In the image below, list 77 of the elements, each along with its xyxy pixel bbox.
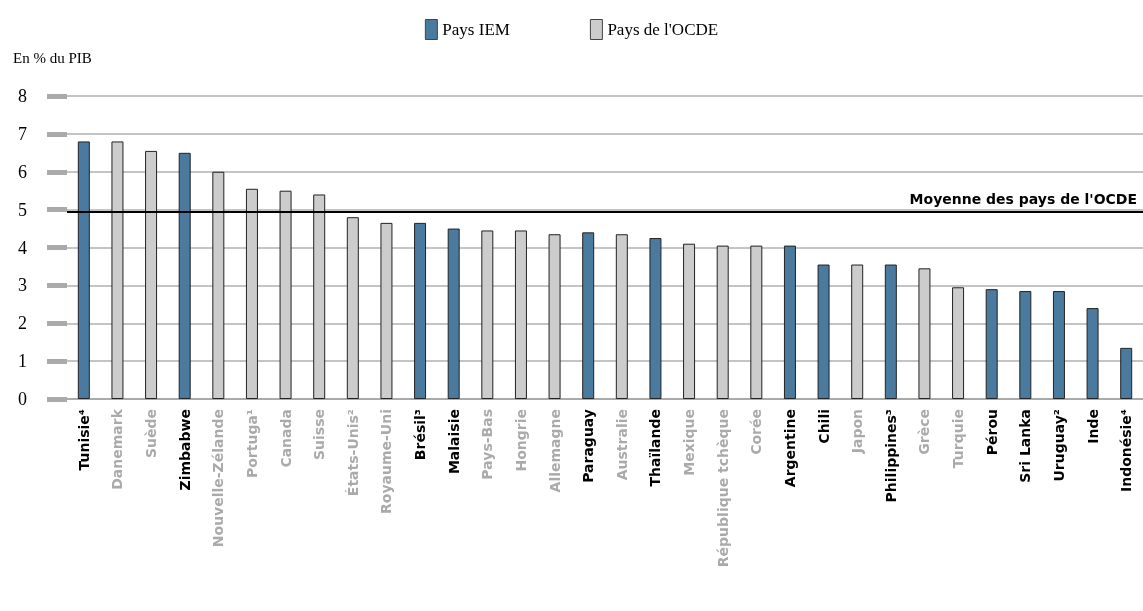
bar	[346, 217, 359, 399]
bar	[481, 230, 494, 399]
x-tick-label: Brésil³	[412, 409, 429, 461]
bar	[582, 232, 595, 399]
bar	[649, 238, 662, 399]
x-tick-label: Indonésie⁴	[1118, 409, 1135, 493]
bar	[783, 245, 796, 399]
bar	[548, 234, 561, 399]
bar	[447, 228, 460, 399]
bar	[683, 243, 696, 399]
x-tick-label: Portuga¹	[243, 409, 260, 479]
bar	[750, 245, 763, 399]
x-tick-label: Tunisie⁴	[75, 409, 92, 471]
y-tick-label: 3	[18, 275, 27, 296]
x-tick-label: Pérou	[983, 409, 1000, 456]
bar	[817, 264, 830, 399]
x-tick-label: Danemark	[109, 408, 126, 490]
y-tick-label: 0	[18, 389, 27, 409]
bar	[1052, 291, 1065, 399]
bar	[1019, 291, 1032, 399]
bar	[279, 190, 292, 399]
x-tick-label: Malaisie	[445, 409, 462, 475]
x-tick-label: Inde	[1084, 409, 1101, 444]
y-axis-title: En % du PIB	[13, 49, 92, 66]
bar	[178, 152, 191, 399]
y-tick-label: 7	[18, 123, 27, 144]
bar	[414, 222, 427, 399]
bar	[380, 222, 393, 399]
x-tick-label: Corée	[748, 409, 765, 455]
x-tick-label: Australie	[613, 409, 630, 481]
y-tick-label: 2	[18, 313, 27, 334]
ref-line-label: Moyenne des pays de l'OCDE	[909, 190, 1137, 207]
x-tick-label: Suède	[143, 409, 160, 459]
x-tick-label: Argentine	[781, 409, 798, 488]
bar	[851, 264, 864, 399]
x-tick-label: Mexique	[681, 409, 698, 476]
bar	[716, 245, 729, 399]
bar	[985, 289, 998, 399]
x-tick-label: Chili	[815, 409, 832, 444]
y-tick-label: 6	[18, 161, 27, 182]
x-tick-label: Grèce	[916, 409, 933, 455]
bar	[111, 141, 124, 399]
bar	[212, 171, 225, 399]
x-tick-label: Turquie	[950, 409, 967, 469]
x-tick-label: Suisse	[311, 409, 328, 461]
legend-label: Pays de l'OCDE	[607, 20, 719, 39]
x-tick-label: Hongrie	[512, 409, 529, 472]
x-tick-label: Paraguay	[580, 409, 597, 483]
bar	[1086, 308, 1099, 399]
x-tick-label: Royaume-Uni	[378, 409, 395, 514]
bar	[952, 287, 965, 399]
bar	[918, 268, 931, 399]
bar	[514, 230, 527, 399]
x-tick-label: Japon	[849, 409, 866, 455]
x-tick-label: Sri Lanka	[1017, 409, 1034, 483]
bar	[615, 234, 628, 399]
x-tick-label: Nouvelle-Zélande	[210, 409, 227, 548]
legend-label: Pays IEM	[442, 20, 510, 39]
bar	[313, 194, 326, 399]
x-tick-label: Zimbabwe	[176, 409, 193, 491]
y-tick-label: 8	[18, 86, 27, 106]
x-tick-label: Canada	[277, 409, 294, 468]
bar	[884, 264, 897, 399]
y-tick-label: 5	[18, 199, 27, 220]
y-tick-label: 1	[18, 351, 27, 372]
bar	[245, 188, 258, 399]
x-tick-label: République tchèque	[714, 409, 731, 568]
bar	[145, 150, 158, 399]
x-tick-label: Allemagne	[546, 409, 563, 493]
y-tick-label: 4	[18, 237, 27, 258]
x-tick-label: Philippines³	[882, 409, 899, 503]
bar	[77, 141, 90, 399]
x-tick-label: États-Unis²	[344, 409, 361, 497]
x-tick-label: Pays-Bas	[479, 409, 496, 480]
x-tick-label: Thaïlande	[647, 409, 664, 487]
x-tick-label: Uruguay²	[1050, 409, 1067, 482]
bar	[1120, 347, 1133, 399]
